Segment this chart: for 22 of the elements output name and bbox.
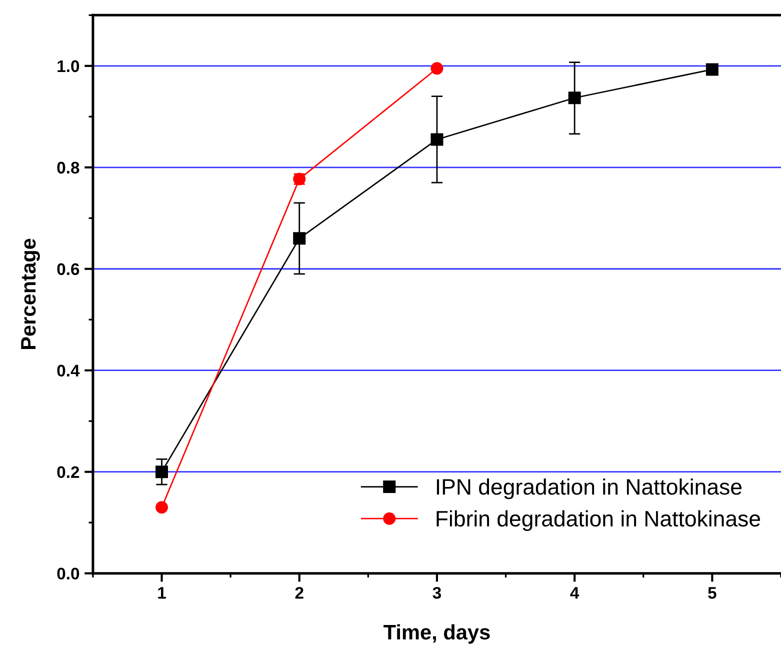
x-tick-label: 1 xyxy=(158,587,166,599)
y-axis-title: Percentage xyxy=(21,238,40,350)
point xyxy=(568,92,581,104)
point xyxy=(293,232,306,245)
x-tick-label: 5 xyxy=(708,587,716,599)
legend-label: IPN degradation in Nattokinase xyxy=(436,478,742,500)
y-tick-label: 0.8 xyxy=(57,162,80,174)
point xyxy=(155,501,168,514)
y-tick-label: 0.4 xyxy=(57,364,80,377)
y-tick-label: 1.0 xyxy=(58,60,80,72)
x-axis-title: Time, days xyxy=(384,624,490,644)
x-tick-label: 2 xyxy=(295,586,304,599)
x-tick-label: 3 xyxy=(432,586,441,599)
y-tick-label: 0.6 xyxy=(57,263,80,276)
legend-label: Fibrin degradation in Nattokinase xyxy=(436,510,760,532)
y-tick-label: 0.0 xyxy=(57,568,80,580)
x-tick-label: 4 xyxy=(570,587,580,599)
point xyxy=(430,62,444,75)
point xyxy=(706,63,718,76)
point xyxy=(155,466,168,478)
y-tick-label: 0.2 xyxy=(57,466,80,478)
point xyxy=(430,133,444,146)
